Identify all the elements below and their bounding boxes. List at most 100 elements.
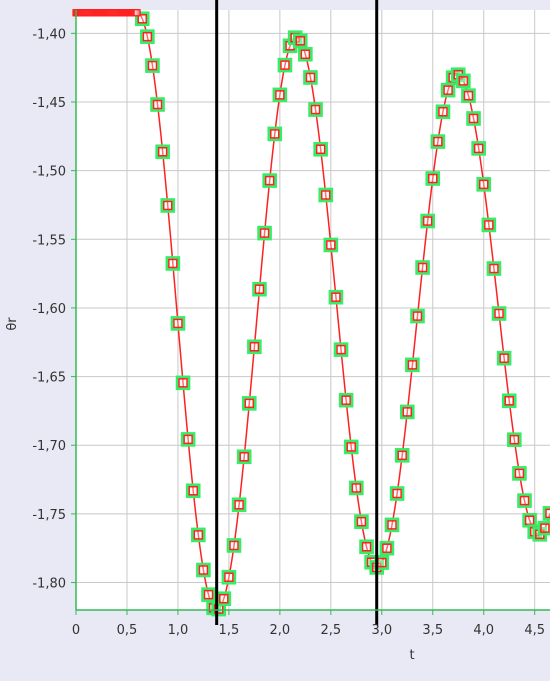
sample-marker-outline	[150, 97, 165, 112]
vertical-markers	[215, 0, 379, 625]
sample-marker	[443, 85, 453, 95]
sample-marker-outline	[415, 260, 430, 275]
sample-marker-outline	[359, 539, 374, 555]
sample-marker	[468, 113, 479, 124]
sample-marker-outline	[507, 432, 522, 447]
sample-marker	[504, 396, 514, 406]
fit-curve-layer	[76, 12, 550, 611]
sample-marker	[264, 175, 275, 186]
sample-marker-outline	[384, 517, 400, 533]
sample-marker-outline	[134, 11, 150, 27]
sample-marker	[162, 200, 173, 211]
x-tick-label: 3,5	[422, 623, 443, 638]
y-tick-label: -1,50	[32, 165, 66, 180]
sample-marker-outline	[236, 449, 252, 465]
sample-marker	[315, 144, 326, 155]
sample-marker	[346, 442, 356, 452]
sample-marker	[137, 14, 148, 24]
sample-marker-outline	[165, 256, 181, 271]
sample-marker-outline	[476, 177, 492, 192]
y-tick-label: -1,80	[32, 577, 66, 592]
x-axis-title: t	[409, 648, 414, 663]
sample-marker-outline	[481, 217, 497, 233]
sample-marker	[428, 173, 438, 184]
x-tick-labels: 0 0,5 1,0 1,5 2,0 2,5 3,0 3,5 4,0 4,5	[72, 610, 545, 638]
sample-marker	[489, 263, 499, 274]
sample-marker-outline	[425, 171, 441, 186]
sample-marker	[478, 179, 489, 190]
sample-marker	[397, 450, 407, 461]
x-tick-label: 0,5	[117, 623, 138, 638]
sample-marker-outline	[471, 141, 486, 156]
sample-marker-outline	[343, 439, 359, 455]
sample-marker	[229, 540, 239, 551]
y-tick-label: -1,55	[32, 233, 66, 248]
sample-marker-outline	[191, 527, 206, 543]
sample-marker	[234, 500, 244, 510]
x-tick-label: 1,5	[219, 623, 240, 638]
sample-marker	[254, 284, 265, 294]
sample-marker	[326, 240, 336, 250]
sample-marker	[275, 90, 285, 100]
sample-marker	[152, 99, 163, 110]
sample-marker	[407, 360, 418, 370]
x-tick-label: 0	[72, 623, 80, 638]
sample-marker-outline	[333, 342, 349, 357]
sample-marker	[320, 190, 331, 200]
sample-marker	[351, 483, 362, 493]
initial-sample-marker	[133, 9, 141, 17]
y-tick-label: -1,75	[32, 508, 66, 523]
sample-marker-outline	[257, 225, 272, 241]
sample-marker	[147, 60, 158, 71]
sample-marker	[259, 228, 270, 238]
y-axis-title: θr	[5, 317, 20, 331]
sample-marker-outline	[512, 466, 527, 481]
sample-marker	[336, 344, 346, 355]
sample-marker-outline	[247, 339, 262, 355]
sample-marker	[244, 398, 255, 409]
sample-marker-outline	[410, 308, 425, 324]
sample-marker	[402, 407, 413, 417]
sample-marker	[524, 515, 535, 526]
sample-marker-outline	[308, 102, 323, 117]
sample-marker-outline	[272, 87, 288, 103]
sample-marker-outline	[231, 497, 247, 513]
sample-marker-outline	[486, 261, 502, 276]
sample-marker-outline	[405, 357, 420, 373]
sample-marker	[173, 318, 183, 329]
sample-marker	[473, 143, 484, 154]
sample-marker	[331, 292, 341, 302]
sample-marker-outline	[241, 396, 257, 411]
sample-marker-outline	[313, 141, 328, 157]
sample-marker-outline	[537, 520, 550, 536]
sample-marker-outline	[435, 104, 451, 120]
sample-marker	[494, 308, 504, 319]
sample-marker-outline	[399, 404, 415, 420]
x-tick-label: 2,0	[270, 623, 291, 638]
sample-marker-outline	[349, 480, 364, 496]
sample-marker-outline	[160, 198, 176, 213]
sample-marker	[224, 572, 234, 582]
sample-marker-outline	[430, 134, 446, 149]
sample-marker	[193, 530, 204, 540]
sample-marker	[417, 262, 428, 273]
sample-marker-outline	[170, 316, 186, 331]
sample-marker-outline	[221, 569, 237, 585]
sample-marker-outline	[262, 173, 277, 188]
sample-marker	[392, 488, 402, 499]
sample-marker-outline	[155, 144, 170, 160]
sample-marker	[519, 495, 530, 506]
y-tick-label: -1,70	[32, 439, 66, 454]
sample-marker	[295, 36, 306, 46]
sample-marker	[219, 593, 229, 604]
sample-marker	[514, 468, 525, 479]
sample-marker	[168, 258, 178, 269]
sample-marker-outline	[496, 350, 512, 366]
sample-marker-outline	[226, 538, 242, 553]
sample-marker	[499, 353, 509, 363]
sample-marker-outline	[491, 306, 507, 321]
sample-marker	[509, 434, 520, 445]
sample-marker	[341, 395, 351, 405]
sample-marker	[433, 136, 443, 147]
x-tick-label: 1,0	[168, 623, 189, 638]
